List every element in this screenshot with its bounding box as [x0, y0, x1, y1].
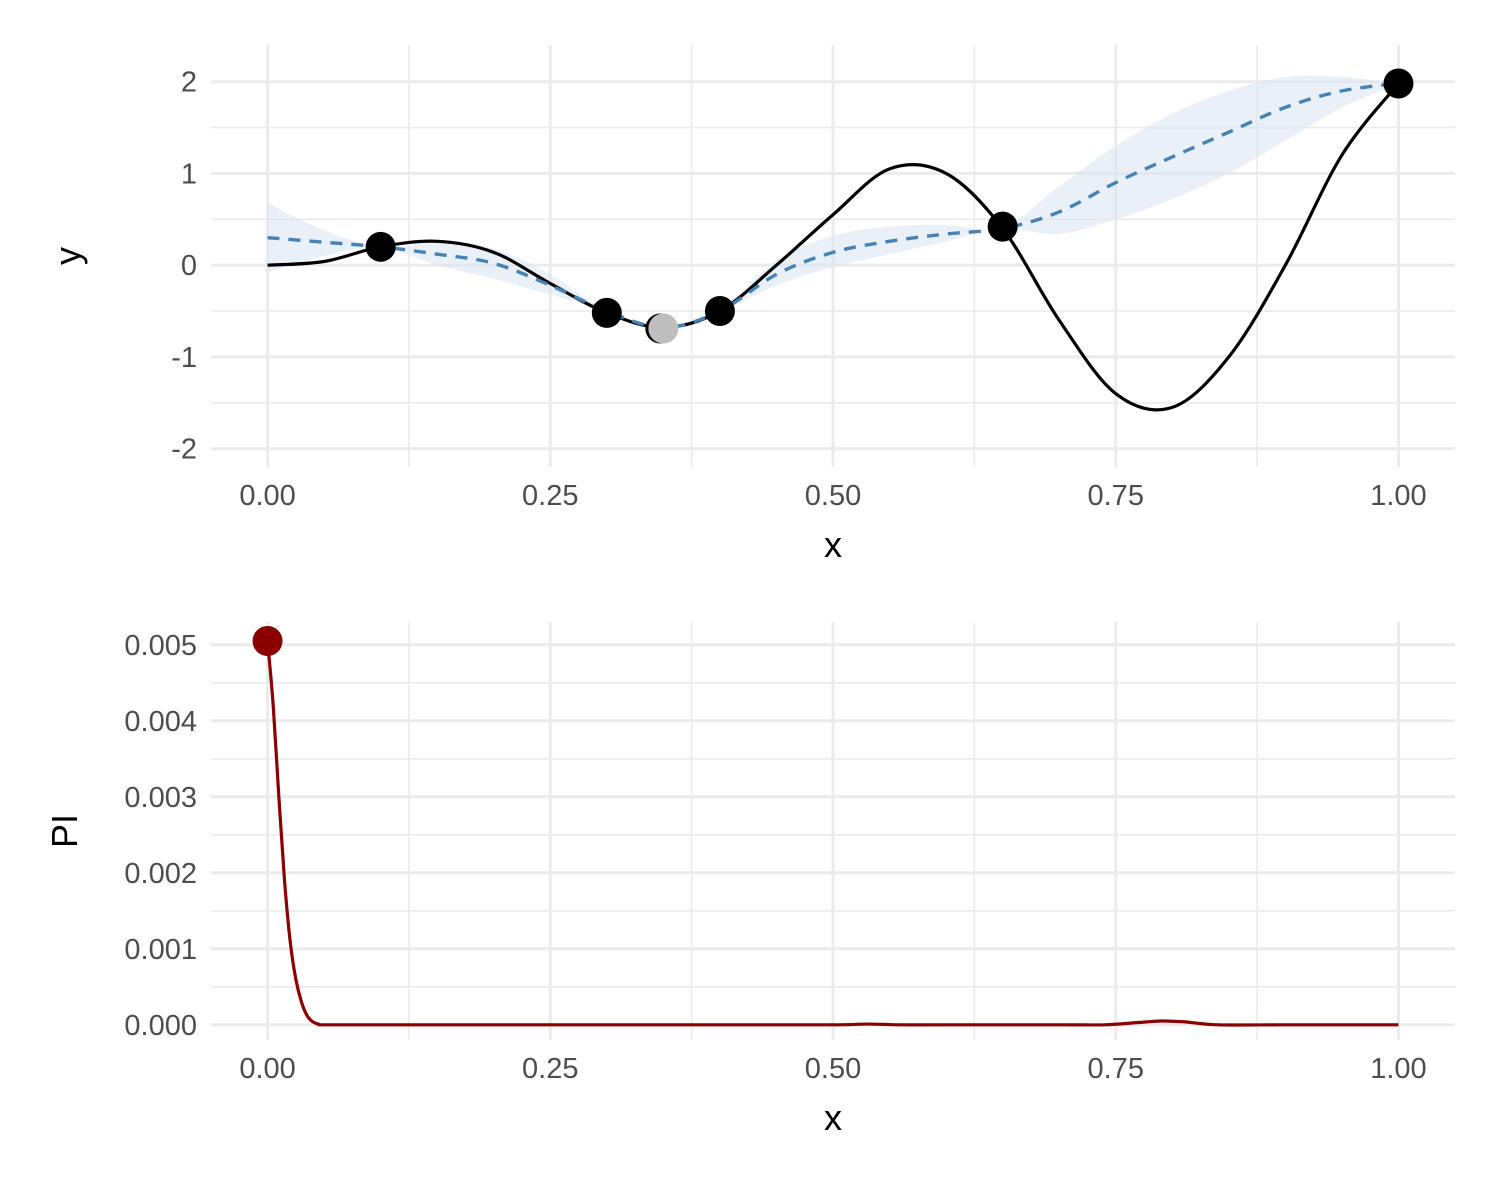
true-function-line: [267, 82, 1400, 412]
gp-confidence-band: [267, 75, 1399, 328]
y-tick-label: 1: [181, 158, 197, 190]
y-tick-label: 0: [181, 250, 197, 282]
pi-line: [265, 640, 1399, 1027]
observed-point: [987, 211, 1018, 242]
x-tick-label: 0.75: [1088, 1053, 1144, 1085]
y-tick-label: 0.004: [124, 706, 197, 738]
y-axis-title: y: [47, 247, 88, 265]
y-tick-label: 0.000: [124, 1010, 197, 1042]
observed-point: [1383, 68, 1414, 99]
x-tick-label: 0.00: [239, 480, 295, 512]
observed-point: [591, 297, 622, 328]
x-tick-label: 0.00: [239, 1053, 295, 1085]
y-tick-label: 0.002: [124, 858, 197, 890]
x-tick-label: 0.50: [805, 480, 861, 512]
gp-mean-line: [267, 81, 1399, 330]
y-tick-label: -2: [171, 434, 197, 466]
x-axis-title: x: [824, 1097, 842, 1138]
x-tick-label: 0.50: [805, 1053, 861, 1085]
panel-gp-fit: 0.00 0.25 0.50 0.75 1.00 -2 -1 0 1 2 x y: [47, 45, 1455, 565]
candidate-point: [648, 313, 679, 344]
y-axis-title: PI: [44, 814, 85, 848]
x-axis-title: x: [824, 524, 842, 565]
y-tick-label: 0.005: [124, 630, 197, 662]
y-tick-label: 0.003: [124, 782, 197, 814]
y-tick-label: -1: [171, 342, 197, 374]
x-tick-label: 0.25: [522, 480, 578, 512]
observed-point: [365, 231, 396, 262]
y-tick-label: 2: [181, 67, 197, 99]
x-tick-label: 1.00: [1370, 1053, 1426, 1085]
observed-point: [704, 296, 735, 327]
y-tick-label: 0.001: [124, 934, 197, 966]
panel-probability-of-improvement: 0.00 0.25 0.50 0.75 1.00 0.000 0.001 0.002 0.003…: [44, 622, 1455, 1138]
pi-max-point: [252, 626, 283, 656]
x-tick-label: 0.75: [1088, 480, 1144, 512]
x-tick-label: 1.00: [1370, 480, 1426, 512]
x-tick-label: 0.25: [522, 1053, 578, 1085]
